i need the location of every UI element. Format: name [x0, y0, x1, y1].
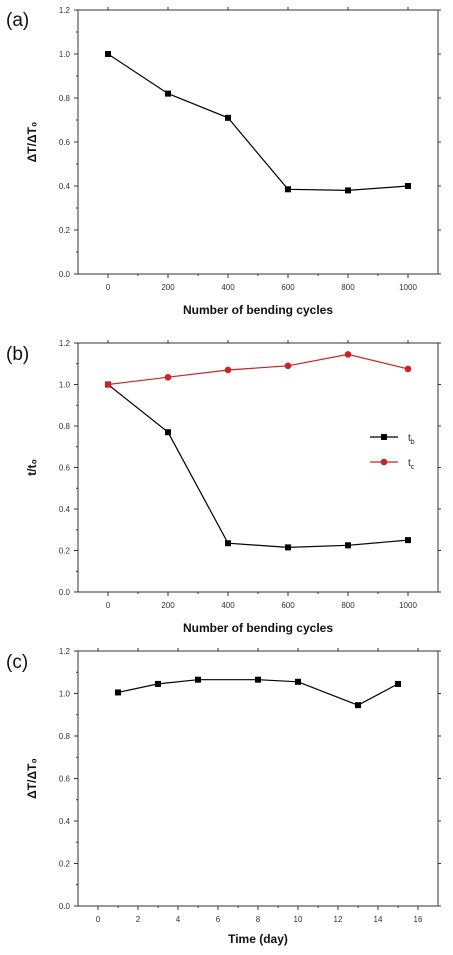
legend-label: tb — [408, 433, 415, 446]
x-tick-label: 14 — [374, 915, 383, 924]
x-tick-label: 10 — [294, 915, 303, 924]
x-tick-label: 12 — [334, 915, 343, 924]
data-point — [405, 537, 411, 543]
x-tick-label: 2 — [136, 915, 141, 924]
series-line — [108, 54, 408, 190]
data-point — [225, 540, 231, 546]
y-tick-label: 0.6 — [59, 464, 71, 473]
x-tick-label: 200 — [161, 283, 175, 292]
panel-label: (c) — [6, 652, 28, 673]
x-tick-label: 800 — [341, 283, 355, 292]
y-tick-label: 0.0 — [59, 270, 71, 279]
data-point — [345, 542, 351, 548]
plot-frame — [78, 343, 438, 592]
y-tick-label: 0.4 — [59, 182, 71, 191]
data-point — [195, 677, 201, 683]
panel-b: (b) 0.0 0.2 0.4 0.6 0.8 1.0 1.2 0 200 400 600 800 100… — [6, 339, 441, 635]
panel-c: (c) 0.0 0.2 0.4 0.6 0.8 1.0 1.2 0 2 4 6 8 10 12 14 16 Tim… — [6, 647, 441, 946]
y-tick-label: 0.0 — [59, 588, 71, 597]
y-tick-label: 0.6 — [59, 138, 71, 147]
data-point — [105, 381, 112, 388]
y-axis-label: ΔT/ΔT₀ — [25, 122, 39, 163]
legend-marker — [381, 459, 388, 466]
data-point — [225, 367, 232, 374]
legend-marker — [381, 434, 387, 440]
y-tick-label: 0.8 — [59, 732, 71, 741]
x-tick-label: 1000 — [399, 601, 417, 610]
x-tick-label: 200 — [161, 601, 175, 610]
data-point — [345, 187, 351, 193]
data-point — [105, 51, 111, 57]
legend-label: tc — [408, 458, 415, 471]
y-tick-label: 0.6 — [59, 775, 71, 784]
series-line — [108, 354, 408, 384]
panel-a: (a) 0.0 0.2 0.4 0.6 0.8 1.0 1.2 0 200 400 600 800 100… — [6, 6, 441, 317]
data-point — [165, 91, 171, 97]
x-tick-label: 0 — [96, 915, 101, 924]
y-tick-label: 0.8 — [59, 94, 71, 103]
data-point — [115, 689, 121, 695]
y-tick-label: 1.2 — [59, 339, 71, 348]
y-tick-label: 1.0 — [59, 50, 71, 59]
x-tick-label: 4 — [176, 915, 181, 924]
y-tick-label: 1.2 — [59, 6, 71, 15]
data-point — [285, 186, 291, 192]
data-point — [405, 183, 411, 189]
y-tick-label: 1.0 — [59, 381, 71, 390]
data-point — [405, 366, 412, 373]
data-point — [165, 374, 172, 381]
data-point — [155, 681, 161, 687]
plot-frame — [78, 10, 438, 274]
y-tick-label: 0.4 — [59, 817, 71, 826]
y-axis-label: t/t₀ — [25, 459, 39, 476]
x-tick-label: 400 — [221, 283, 235, 292]
legend-label-sub: c — [411, 464, 415, 471]
x-tick-label: 0 — [106, 283, 111, 292]
x-tick-label: 16 — [414, 915, 423, 924]
y-tick-label: 0.0 — [59, 902, 71, 911]
x-tick-label: 6 — [216, 915, 221, 924]
x-axis-label: Time (day) — [228, 932, 288, 946]
legend-label-sub: b — [411, 439, 415, 446]
x-tick-label: 600 — [281, 283, 295, 292]
y-tick-label: 1.2 — [59, 647, 71, 656]
panel-label: (a) — [6, 10, 29, 31]
data-point — [395, 681, 401, 687]
x-tick-label: 8 — [256, 915, 261, 924]
y-tick-label: 0.2 — [59, 547, 71, 556]
x-tick-label: 600 — [281, 601, 295, 610]
data-point — [345, 351, 352, 358]
y-tick-label: 0.8 — [59, 422, 71, 431]
y-tick-label: 0.4 — [59, 505, 71, 514]
x-tick-label: 400 — [221, 601, 235, 610]
data-point — [225, 115, 231, 121]
data-point — [165, 429, 171, 435]
x-axis-label: Number of bending cycles — [183, 621, 333, 635]
y-tick-label: 0.2 — [59, 860, 71, 869]
data-point — [285, 544, 291, 550]
x-tick-label: 0 — [106, 601, 111, 610]
data-point — [285, 363, 292, 370]
legend: tb tc — [370, 433, 415, 471]
data-point — [255, 677, 261, 683]
y-axis-label: ΔT/ΔT₀ — [25, 758, 39, 799]
data-point — [295, 679, 301, 685]
data-point — [355, 702, 361, 708]
y-tick-label: 0.2 — [59, 226, 71, 235]
y-tick-label: 1.0 — [59, 690, 71, 699]
series-line — [108, 385, 408, 548]
x-tick-label: 800 — [341, 601, 355, 610]
x-axis-label: Number of bending cycles — [183, 303, 333, 317]
panel-label: (b) — [6, 344, 29, 365]
x-tick-label: 1000 — [399, 283, 417, 292]
